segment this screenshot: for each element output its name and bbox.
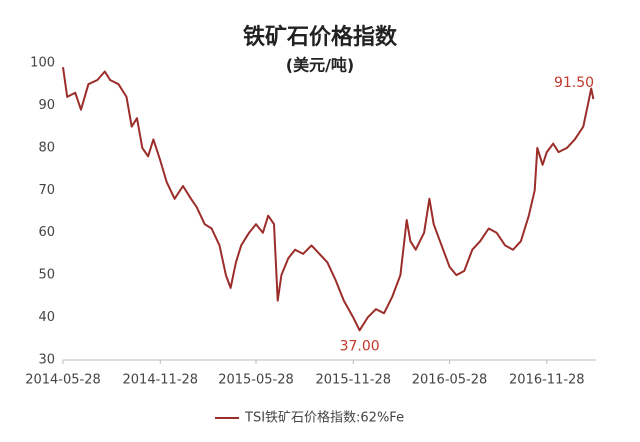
x-tick-label: 2015-05-28 (218, 373, 294, 388)
y-tick-label: 90 (38, 98, 55, 113)
y-tick-label: 30 (38, 353, 55, 368)
x-tick-label: 2016-05-28 (412, 373, 488, 388)
x-tick-label: 2014-05-28 (25, 373, 101, 388)
annotation: 37.00 (340, 338, 380, 354)
y-tick-label: 70 (38, 183, 55, 198)
y-tick-label: 50 (38, 268, 55, 283)
y-tick-label: 80 (38, 140, 55, 155)
y-tick-label: 60 (38, 225, 55, 240)
chart-title: 铁矿石价格指数 (243, 24, 398, 50)
annotation: 91.50 (554, 75, 594, 91)
y-tick-label: 100 (30, 56, 55, 71)
chart-subtitle: (美元/吨) (286, 56, 354, 75)
y-tick-label: 40 (38, 310, 55, 325)
x-tick-label: 2015-11-28 (316, 373, 392, 388)
data-line (62, 67, 595, 332)
x-tick-label: 2014-11-28 (123, 373, 199, 388)
x-tick-label: 2016-11-28 (509, 373, 585, 388)
legend-label: TSI铁矿石价格指数:62%Fe (244, 410, 404, 426)
